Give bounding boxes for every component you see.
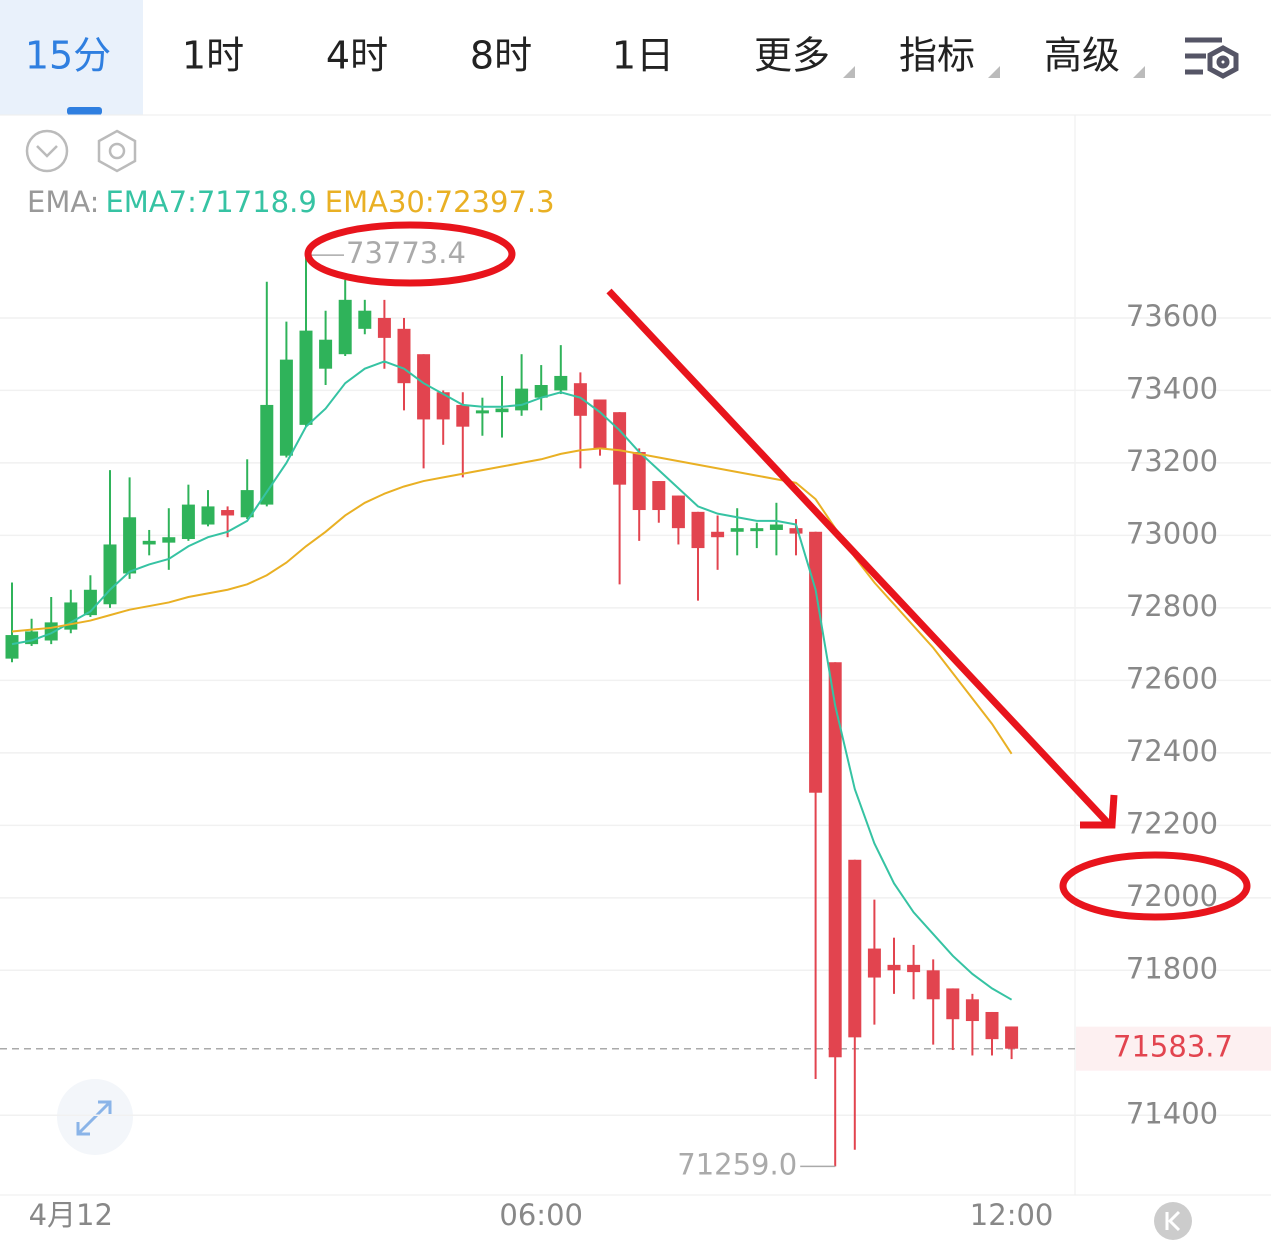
y-tick-label: 72200 <box>1126 806 1218 840</box>
candle-body <box>181 504 195 540</box>
candle-body <box>279 359 293 456</box>
candle-body <box>652 481 666 511</box>
y-tick-label: 72600 <box>1126 661 1218 695</box>
candle-body <box>946 988 960 1020</box>
candle-body <box>377 317 391 338</box>
y-tick-label: 73600 <box>1126 299 1218 333</box>
candle-body <box>554 375 568 391</box>
y-tick-label: 73200 <box>1126 444 1218 478</box>
candle-body <box>730 528 744 532</box>
candle-body <box>103 544 117 605</box>
candle-body <box>1005 1026 1019 1049</box>
legend-entry: EMA7:71718.9 <box>105 185 316 219</box>
candle-body <box>613 412 627 485</box>
candle-body <box>750 528 764 532</box>
candle-body <box>887 964 901 971</box>
candle-body <box>593 399 607 449</box>
high-label: 73773.4 <box>346 236 466 270</box>
y-tick-label: 71400 <box>1126 1096 1218 1130</box>
candle-body <box>417 354 431 420</box>
candle-body <box>965 999 979 1022</box>
low-label: 71259.0 <box>677 1147 797 1181</box>
tab-arrows <box>843 66 1145 78</box>
candle-body <box>867 948 881 978</box>
timeframe-tab[interactable]: 1时 <box>182 34 244 78</box>
candle-body <box>789 528 803 534</box>
timeframe-tab[interactable]: 4时 <box>326 34 388 78</box>
candle-body <box>319 339 333 369</box>
x-tick-label: 06:00 <box>499 1198 583 1232</box>
y-tick-label: 72000 <box>1126 879 1218 913</box>
candle-body <box>397 328 411 384</box>
timeframe-tab[interactable]: 指标 <box>899 34 975 78</box>
expand-button[interactable] <box>57 1079 133 1155</box>
candle-body <box>123 517 137 574</box>
candle-body <box>338 299 352 355</box>
candle-body <box>907 964 921 973</box>
candle-body <box>201 506 215 525</box>
active-tab-indicator <box>67 107 102 115</box>
y-tick-label: 71800 <box>1126 951 1218 985</box>
timeframe-tab[interactable]: 1日 <box>612 34 674 78</box>
candle-body <box>573 383 587 416</box>
candle-body <box>632 452 646 511</box>
candle-body <box>985 1011 999 1040</box>
y-tick-label: 72800 <box>1126 589 1218 623</box>
last-price-bg <box>1076 1026 1271 1071</box>
candle-body <box>926 970 940 1000</box>
candle-body <box>436 392 450 420</box>
candle-body <box>221 510 235 516</box>
candle-body <box>515 388 529 411</box>
settings-icon[interactable] <box>1185 37 1239 79</box>
candle-body <box>260 404 274 505</box>
candle-body <box>142 540 156 545</box>
candle-body <box>848 859 862 1038</box>
annotation-overlay <box>304 221 1251 921</box>
candle-body <box>358 310 372 329</box>
timeframe-tab[interactable]: 更多 <box>754 34 830 78</box>
collapse-icon[interactable] <box>25 129 69 173</box>
last-price-label: 71583.7 <box>1113 1030 1233 1064</box>
hex-settings-icon[interactable] <box>97 129 137 173</box>
candle-body <box>240 490 254 518</box>
timeframe-tab[interactable]: 8时 <box>470 34 532 78</box>
indicator-legend: EMA: EMA7:71718.9 EMA30:72397.3 <box>27 185 555 219</box>
candle-body <box>828 662 842 1058</box>
candle-body <box>495 408 509 413</box>
ema-line <box>11 360 1013 1001</box>
candle-body <box>5 635 19 659</box>
candle-body <box>299 330 313 425</box>
x-tick-label: 4月12 <box>29 1198 113 1232</box>
y-tick-label: 73000 <box>1126 516 1218 550</box>
timeframe-tab[interactable]: 15分 <box>25 34 111 78</box>
x-tick-label: 12:00 <box>970 1198 1054 1232</box>
y-tick-label: 73400 <box>1126 371 1218 405</box>
candle-body <box>534 385 548 398</box>
candle-body <box>711 531 725 538</box>
scroll-end-button[interactable] <box>1154 1202 1192 1240</box>
candle-body <box>475 410 489 414</box>
legend-entry: EMA30:72397.3 <box>325 185 555 219</box>
candle-body <box>671 495 685 529</box>
candle-body <box>162 537 176 543</box>
candle-body <box>769 524 783 530</box>
timeframe-tab[interactable]: 高级 <box>1044 34 1120 78</box>
indicator-label: EMA: <box>27 185 99 219</box>
candle-body <box>456 404 470 427</box>
y-tick-label: 72400 <box>1126 734 1218 768</box>
active-tab-bg <box>0 0 143 115</box>
candle-body <box>809 531 823 793</box>
candle-body <box>691 511 705 549</box>
